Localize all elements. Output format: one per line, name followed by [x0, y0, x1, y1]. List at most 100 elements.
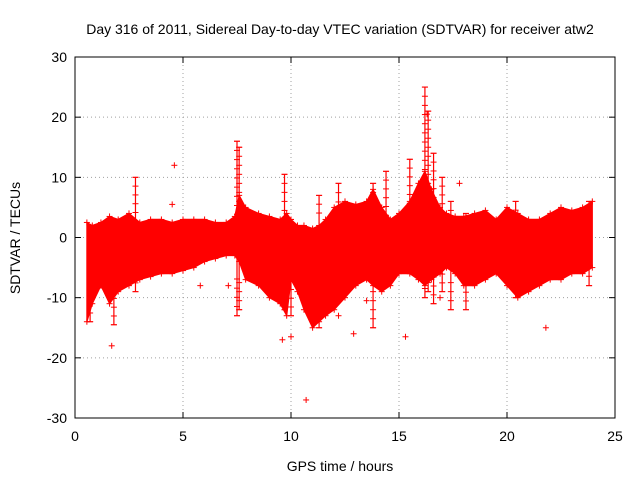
outlier-point [456, 180, 463, 187]
band-edge-point [115, 288, 122, 295]
band-edge-point [300, 306, 307, 313]
band-edge-point [352, 282, 359, 289]
band-edge-point [106, 300, 113, 307]
band-edge-point [322, 312, 329, 319]
band-edge-point [242, 204, 249, 211]
band-edge-point [493, 216, 500, 223]
band-edge-point [352, 201, 359, 208]
x-tick-label: 10 [283, 428, 299, 444]
spike [447, 200, 454, 311]
x-tick-label: 15 [391, 428, 407, 444]
outlier-point [108, 342, 115, 349]
spike [421, 86, 428, 299]
band-edge-point [277, 300, 284, 307]
y-tick-label: 30 [51, 49, 67, 65]
band-edge-point [536, 282, 543, 289]
band-edge-point [136, 219, 143, 226]
band-edge-point [242, 276, 249, 283]
band-edge-point [331, 204, 338, 211]
band-edge-point [443, 264, 450, 271]
band-edge-point [579, 270, 586, 277]
band-edge-point [471, 210, 478, 217]
y-tick-label: -10 [47, 290, 67, 306]
band-edge-point [536, 216, 543, 223]
band-edge-point [300, 222, 307, 229]
band-edge-point [363, 276, 370, 283]
outlier-point [424, 111, 431, 118]
band-edge-point [342, 198, 348, 205]
band-edge-point [568, 270, 575, 277]
y-tick-label: 20 [51, 109, 67, 125]
spike [110, 218, 117, 326]
band-edge-point [190, 216, 197, 223]
x-tick-label: 20 [499, 428, 515, 444]
band-edge-point [126, 282, 132, 289]
band-edge-point [190, 264, 197, 271]
spike [281, 173, 288, 311]
band-edge-point [147, 216, 154, 223]
y-tick-label: 0 [59, 230, 67, 246]
spike [425, 110, 432, 293]
spike [406, 158, 413, 275]
outlier-point [169, 201, 176, 208]
outlier-point [171, 162, 178, 169]
band-edge-point [363, 198, 370, 205]
band-edge-point [322, 216, 329, 223]
outlier-point [279, 336, 286, 343]
band-edge-point [169, 219, 176, 226]
band-edge-point [126, 210, 132, 217]
band-edge-point [147, 273, 154, 280]
band-edge-point [266, 294, 273, 301]
band-edge-point [558, 204, 564, 211]
chart-title: Day 316 of 2011, Sidereal Day-to-day VTE… [86, 21, 594, 37]
spike [439, 176, 446, 293]
band-edge-point [493, 270, 500, 277]
y-tick-label: -30 [47, 410, 67, 426]
outlier-point [363, 297, 370, 304]
spike [236, 146, 243, 311]
outlier-point [350, 330, 357, 337]
band-edge-point [201, 258, 208, 265]
outlier-point [197, 282, 204, 289]
spike [512, 200, 519, 299]
band-edge-point [212, 219, 219, 226]
band-edge-point [525, 216, 532, 223]
data-band [86, 169, 593, 329]
band-edge-point [342, 294, 348, 301]
band-edge-point [525, 288, 532, 295]
band-edge-point [309, 225, 316, 232]
band-edge-point [504, 204, 510, 211]
band-edge-point [97, 219, 104, 226]
band-edge-point [482, 276, 489, 283]
band-edge-point [223, 252, 230, 259]
band-edge-point [589, 264, 596, 271]
data-series [83, 86, 596, 403]
band-edge-point [266, 213, 273, 220]
band-edge-point [255, 282, 262, 289]
band-edge-point [158, 216, 165, 223]
band-edge-point [482, 207, 489, 214]
band-edge-point [83, 219, 90, 226]
outlier-point [225, 282, 232, 289]
band-edge-point [443, 210, 450, 217]
band-edge-point [396, 270, 402, 277]
band-edge-point [277, 216, 284, 223]
axis-ticks: 0 5 10 15 20 25 -30 -20 -10 0 10 20 30 [47, 49, 623, 444]
x-axis-label: GPS time / hours [287, 458, 394, 474]
band-edge-point [452, 270, 459, 277]
band-edge-point [558, 276, 564, 283]
x-tick-label: 5 [179, 428, 187, 444]
band-edge-point [309, 324, 316, 331]
band-edge-point [294, 222, 301, 229]
outlier-point [542, 324, 549, 331]
band-edge-point [180, 267, 186, 274]
outlier-point [437, 294, 444, 301]
spike [87, 224, 94, 323]
band-edge-point [378, 288, 385, 295]
band-edge-point [212, 255, 219, 262]
outlier-point [303, 396, 310, 403]
spike [370, 182, 377, 329]
band-edge-point [415, 276, 422, 283]
y-tick-label: -20 [47, 350, 67, 366]
